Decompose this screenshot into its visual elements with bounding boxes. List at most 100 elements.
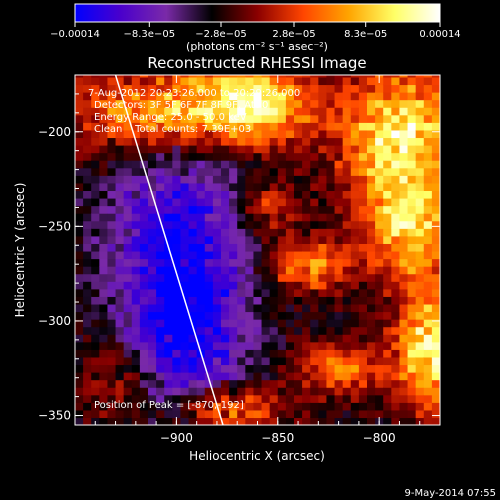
heatmap-cell [318,273,328,282]
colorbar-tick-label: −2.8e−05 [195,29,247,40]
heatmap-cell [172,235,182,244]
heatmap-cell [107,114,117,123]
heatmap-cell [269,319,279,328]
heatmap-cell [188,167,198,176]
heatmap-cell [148,99,157,108]
heatmap-cell [229,364,238,373]
heatmap-cell [431,402,440,411]
heatmap-cell [407,379,417,388]
heatmap-cell [212,182,222,192]
heatmap-cell [212,137,222,146]
heatmap-cell [99,288,109,297]
heatmap-cell [261,394,271,403]
heatmap-cell [245,402,255,411]
heatmap-cell [221,349,230,358]
heatmap-cell [334,152,344,161]
heatmap-cell [375,92,384,101]
heatmap-cell [221,364,230,373]
heatmap-cell [245,190,255,199]
heatmap-cell [415,220,425,229]
heatmap-cell [423,288,433,297]
heatmap-cell [294,296,303,305]
heatmap-cell [99,394,109,403]
heatmap-cell [302,137,311,146]
heatmap-cell [115,311,125,320]
heatmap-cell [423,145,433,154]
heatmap-cell [383,379,392,388]
heatmap-cell [285,372,295,381]
heatmap-cell [375,326,384,335]
heatmap-cell [164,76,173,86]
heatmap-cell [334,281,344,290]
heatmap-cell [318,266,328,275]
heatmap-cell [156,220,165,229]
heatmap-cell [399,114,409,123]
heatmap-cell [237,356,246,366]
heatmap-cell [75,122,84,131]
heatmap-cell [391,417,401,425]
heatmap-cell [253,167,263,176]
heatmap-cell [123,235,133,244]
heatmap-cell [123,99,133,108]
heatmap-cell [180,402,190,411]
heatmap-cell [423,311,433,320]
heatmap-cell [148,258,157,267]
heatmap-cell [423,213,433,222]
heatmap-cell [148,311,157,320]
heatmap-cell [75,296,84,305]
heatmap-cell [172,167,182,176]
heatmap-cell [334,75,344,78]
heatmap-cell [99,213,109,222]
heatmap-cell [399,213,409,222]
heatmap-cell [431,243,440,252]
heatmap-cell [294,341,303,350]
heatmap-cell [148,235,157,244]
heatmap-cell [245,372,255,381]
heatmap-cell [204,167,214,176]
heatmap-cell [423,182,433,192]
heatmap-cell [75,334,84,343]
heatmap-cell [318,250,328,260]
heatmap-cell [99,75,109,78]
heatmap-cell [391,288,401,297]
heatmap-cell [399,122,409,131]
heatmap-cell [342,356,352,366]
heatmap-cell [407,182,417,192]
heatmap-cell [172,160,182,169]
heatmap-cell [367,175,376,184]
heatmap-cell [196,190,206,199]
heatmap-cell [407,75,417,78]
heatmap-cell [188,129,198,139]
heatmap-cell [164,114,173,123]
heatmap-cell [415,266,425,275]
heatmap-cell [294,288,303,297]
heatmap-cell [277,145,287,154]
heatmap-cell [415,182,425,192]
heatmap-cell [407,326,417,335]
y-tick-label: −300 [38,314,71,328]
heatmap-cell [253,258,263,267]
heatmap-cell [245,75,255,78]
heatmap-cell [253,107,263,116]
heatmap-cell [148,129,157,139]
heatmap-cell [383,114,392,123]
heatmap-cell [399,243,409,252]
heatmap-cell [261,349,271,358]
heatmap-cell [431,75,440,78]
heatmap-cell [164,145,173,154]
heatmap-cell [391,266,401,275]
heatmap-cell [221,99,230,108]
heatmap-cell [375,372,384,381]
heatmap-cell [212,372,222,381]
heatmap-cell [342,288,352,297]
heatmap-cell [99,114,109,123]
heatmap-cell [107,197,117,207]
heatmap-cell [294,281,303,290]
heatmap-cell [367,145,376,154]
heatmap-cell [423,402,433,411]
heatmap-cell [310,349,319,358]
heatmap-cell [245,356,255,366]
heatmap-cell [221,129,230,139]
heatmap-cell [350,167,360,176]
heatmap-cell [407,281,417,290]
